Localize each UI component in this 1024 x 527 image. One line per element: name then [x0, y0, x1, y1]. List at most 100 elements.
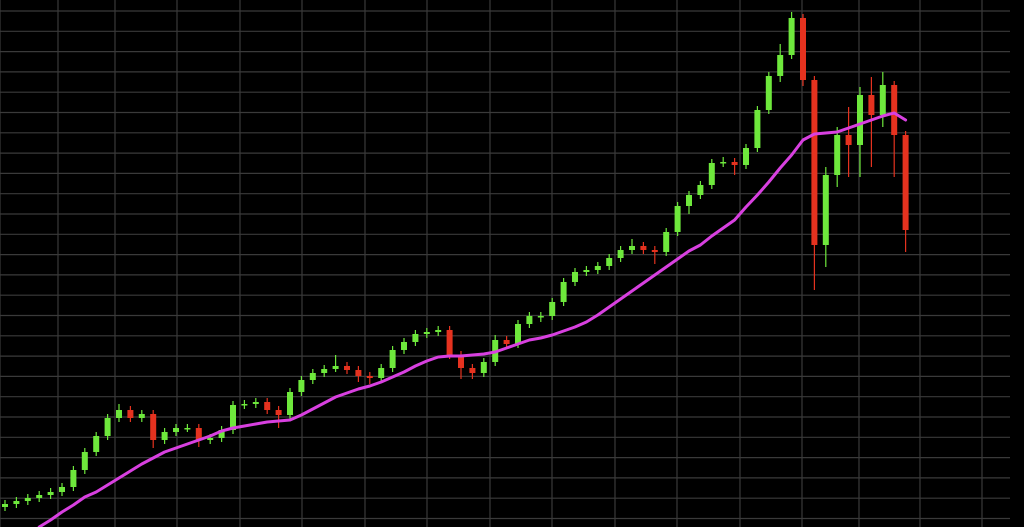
candle [195, 424, 202, 447]
candle [36, 491, 43, 502]
candle [184, 424, 191, 432]
candle-body [754, 110, 761, 148]
candle-body [412, 334, 419, 342]
candle [594, 262, 601, 274]
candle-body [423, 332, 430, 334]
candle [2, 500, 8, 511]
candle [617, 246, 624, 262]
candle [697, 181, 704, 199]
candle [138, 410, 145, 422]
candle [469, 364, 476, 379]
candle-body [845, 135, 852, 145]
candle [526, 312, 533, 328]
candle [720, 157, 727, 167]
candle [93, 432, 100, 456]
moving-average-line [37, 111, 908, 527]
candle-body [480, 362, 487, 373]
candle [332, 355, 339, 372]
candle-body [81, 452, 88, 470]
candle-body [857, 95, 863, 145]
candle-body [720, 162, 727, 164]
candle-body [355, 370, 362, 376]
candle [161, 428, 168, 444]
candle [70, 466, 77, 491]
candle-body [515, 324, 521, 344]
candle [822, 167, 829, 267]
candle [116, 404, 122, 422]
candle-body [309, 373, 316, 380]
candle-body [116, 410, 122, 418]
candle [777, 44, 784, 82]
candle [287, 388, 293, 419]
candle [560, 278, 567, 306]
candle [104, 414, 111, 440]
candle-body [788, 18, 795, 55]
candle [765, 72, 772, 114]
candle [435, 326, 442, 336]
candle-body [138, 414, 145, 418]
candle-body [811, 80, 818, 245]
candle [47, 488, 54, 499]
candle-body [366, 376, 373, 378]
candle-body [298, 380, 305, 392]
candle-body [344, 366, 350, 370]
candle-body [161, 432, 168, 440]
candle-body [264, 402, 271, 410]
candle-body [765, 76, 772, 110]
candle-body [446, 330, 453, 355]
candle-body [537, 316, 544, 318]
candle [218, 426, 225, 442]
candle [857, 87, 863, 177]
candle-body [127, 410, 134, 418]
candle [423, 328, 430, 338]
candle-body [2, 504, 8, 507]
candle-body [458, 355, 464, 368]
candle-body [686, 195, 692, 206]
candle [309, 369, 316, 384]
candle [59, 483, 65, 496]
candle-body [503, 340, 510, 344]
candle-body [332, 366, 339, 369]
candle-body [651, 250, 658, 252]
candle [640, 242, 647, 254]
candle-body [70, 470, 77, 487]
candle [743, 144, 749, 169]
candle [572, 268, 578, 286]
candle-body [24, 498, 31, 501]
candle [891, 81, 898, 177]
candle-body [401, 342, 407, 350]
candle [480, 358, 487, 377]
candle [401, 338, 407, 354]
candle-body [834, 135, 841, 175]
candle [173, 424, 179, 436]
candle-body [93, 436, 100, 452]
candle-body [184, 428, 191, 430]
candle-body [606, 258, 613, 266]
candle-body [173, 428, 179, 432]
candle-body [560, 282, 567, 302]
candle-body [583, 270, 590, 272]
candle [127, 406, 134, 422]
candle-body [469, 368, 476, 373]
candle-body [697, 185, 704, 195]
candle-body [629, 246, 635, 250]
candle-body [195, 428, 202, 440]
candle [708, 159, 715, 189]
candle-body [640, 246, 647, 250]
candle-body [822, 175, 829, 245]
candle [663, 228, 670, 256]
candle [788, 12, 795, 59]
candle [378, 364, 385, 382]
candle-body [879, 85, 886, 115]
candle [731, 158, 738, 175]
candle-body [731, 162, 738, 165]
candle [674, 202, 681, 236]
candle [583, 266, 590, 276]
candle-body [13, 501, 20, 504]
candle-body [891, 85, 898, 135]
candle [446, 326, 453, 359]
candle [834, 127, 841, 187]
candle-body [594, 266, 601, 270]
